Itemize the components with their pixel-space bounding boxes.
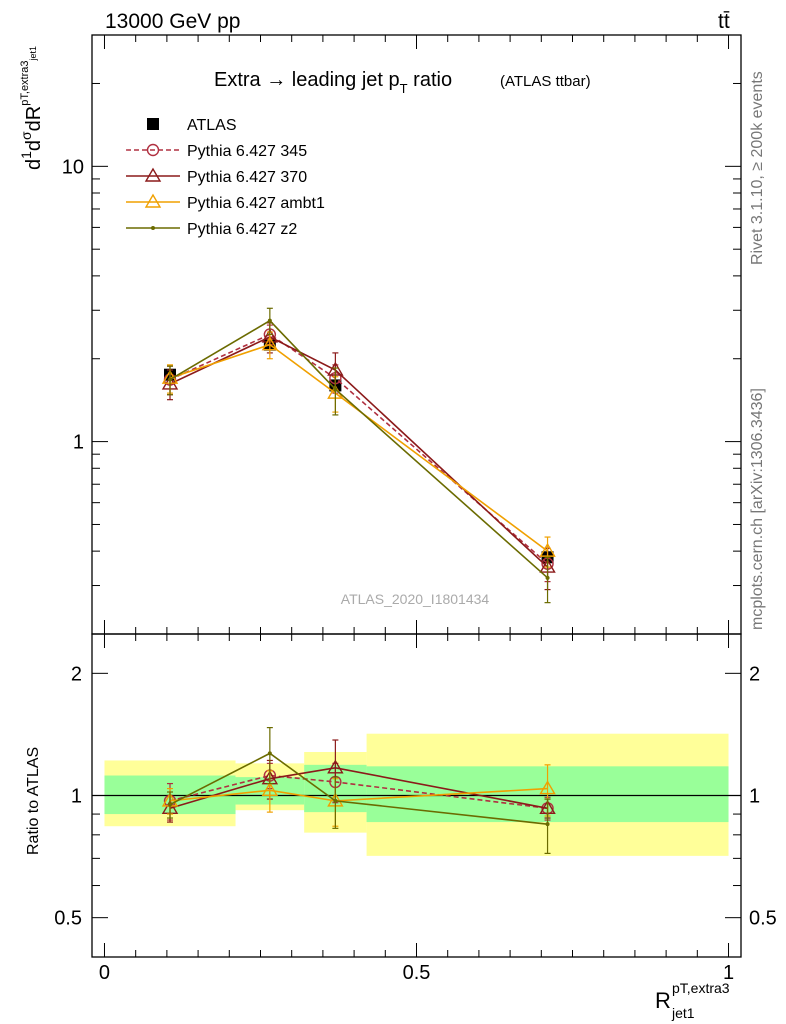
title-main: Extra → leading jet p bbox=[214, 69, 400, 91]
legend-marker bbox=[151, 226, 155, 230]
series-point bbox=[333, 387, 338, 392]
xlabel-sup: pT,extra3 bbox=[672, 980, 730, 996]
legend-marker bbox=[144, 193, 162, 208]
ratio-ticks bbox=[92, 634, 741, 958]
title-sub: T bbox=[400, 81, 408, 96]
mcplots-label: mcplots.cern.ch [arXiv:1306.3436] bbox=[749, 388, 766, 630]
series-point bbox=[539, 542, 556, 557]
series-line bbox=[169, 336, 549, 568]
ratio-point bbox=[539, 780, 556, 795]
plot-title: Extra → leading jet pT ratio bbox=[214, 69, 452, 96]
legend-entry: ATLAS bbox=[187, 117, 237, 134]
ratio-series-line bbox=[169, 752, 548, 825]
ratio-series-line bbox=[169, 767, 548, 810]
main-series bbox=[161, 307, 556, 604]
energy-label: 13000 GeV pp bbox=[105, 10, 240, 33]
ratio-series-line bbox=[169, 787, 548, 802]
ratio-bands bbox=[104, 733, 729, 856]
main-ytick-label: 10 bbox=[62, 156, 84, 178]
legend: ATLAS Pythia 6.427 345 Pythia 6.427 370 Pyt… bbox=[126, 117, 325, 238]
ratio-ytick-label-right: 2 bbox=[749, 663, 760, 685]
ratio-xtick-label: 0 bbox=[99, 962, 110, 984]
process-label: tt̄ bbox=[718, 10, 730, 33]
ratio-ytick-label-right: 1 bbox=[749, 786, 760, 808]
legend-marker bbox=[147, 118, 159, 130]
rivet-label: Rivet 3.1.10, ≥ 200k events bbox=[749, 71, 766, 265]
series-point bbox=[267, 318, 272, 323]
title-paren: (ATLAS ttbar) bbox=[500, 73, 591, 90]
ratio-point bbox=[267, 751, 272, 756]
main-ytick-label: 1 bbox=[73, 432, 84, 454]
xlabel-main: R bbox=[655, 988, 671, 1013]
ratio-point bbox=[261, 781, 279, 796]
ratio-xlabel: R bbox=[655, 988, 671, 1013]
ratio-ytick-label-left: 2 bbox=[71, 663, 82, 685]
ratio-xtick-label: 0.5 bbox=[403, 962, 431, 984]
ratio-series bbox=[161, 726, 556, 855]
ratio-point bbox=[327, 759, 344, 774]
ratio-point bbox=[333, 798, 338, 803]
series-line bbox=[169, 319, 549, 579]
ratio-xtick-label: 1 bbox=[723, 962, 734, 984]
legend-entry: Pythia 6.427 ambt1 bbox=[187, 195, 325, 212]
ratio-ylabel: Ratio to ATLAS bbox=[25, 747, 42, 855]
ratio-ytick-label-left: 1 bbox=[71, 786, 82, 808]
main-panel: 1 10 Extra → leading jet pT ratio (ATLAS … bbox=[18, 34, 742, 635]
ratio-panel: 0.5 0.51 12 2 0 0.5 1 Ratio to ATLAS R pT,ext… bbox=[25, 633, 777, 1021]
legend-entry: Pythia 6.427 370 bbox=[187, 169, 307, 186]
series-line bbox=[169, 343, 549, 552]
legend-entry: Pythia 6.427 z2 bbox=[187, 221, 297, 238]
ratio-point bbox=[168, 802, 173, 807]
main-ytick-labels: 1 10 bbox=[62, 156, 84, 453]
legend-marker bbox=[146, 143, 160, 157]
title-tail: ratio bbox=[408, 69, 452, 91]
ratio-xtick-labels: 0 0.5 1 bbox=[99, 962, 734, 984]
legend-marker bbox=[144, 167, 162, 182]
main-ylabel: d1dσdRpT,extra3jet1 bbox=[18, 46, 45, 170]
main-ylabel-text: d1dσdRpT,extra3jet1 bbox=[18, 46, 45, 170]
series-line bbox=[169, 333, 549, 565]
ratio-ytick-label-left: 0.5 bbox=[54, 908, 82, 930]
watermark: ATLAS_2020_I1801434 bbox=[341, 591, 490, 607]
ratio-ytick-labels: 0.5 0.5 1 1 2 2 bbox=[54, 663, 777, 929]
main-ticks bbox=[92, 34, 741, 635]
ratio-point bbox=[545, 822, 550, 827]
series-point bbox=[261, 336, 279, 351]
ratio-ytick-label-right: 0.5 bbox=[749, 908, 777, 930]
xlabel-sub: jet1 bbox=[671, 1005, 695, 1021]
series-point bbox=[545, 575, 550, 580]
series-point bbox=[168, 377, 173, 382]
legend-entry: Pythia 6.427 345 bbox=[187, 143, 307, 160]
